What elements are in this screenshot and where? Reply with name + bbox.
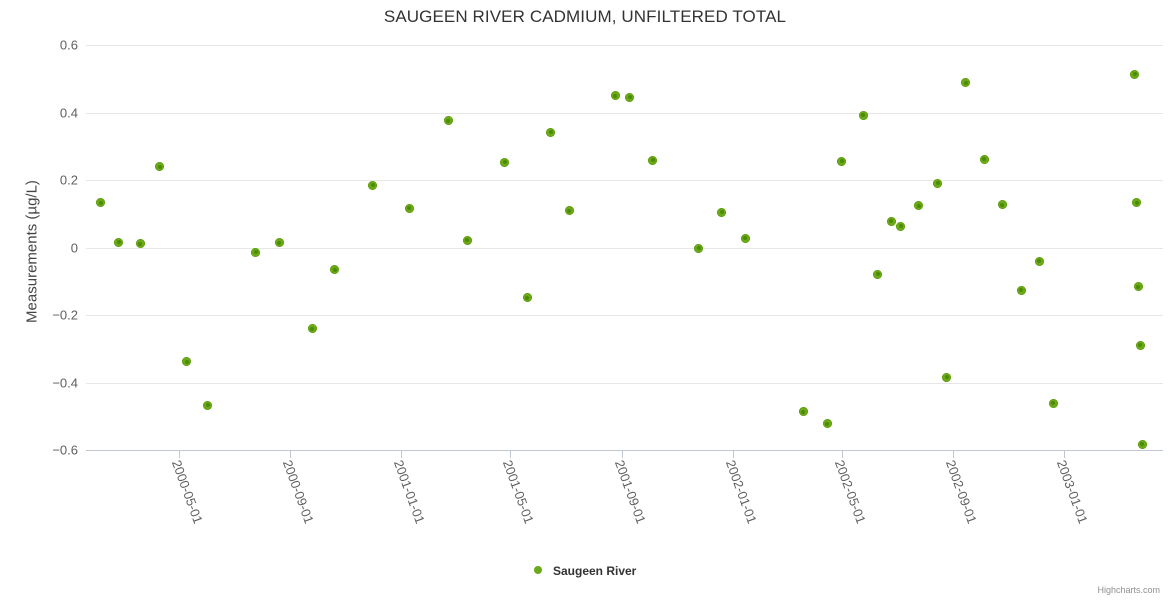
x-tick-label-text: 2002-01-01 — [722, 458, 760, 526]
data-point[interactable] — [822, 419, 832, 429]
y-gridline — [86, 45, 1163, 46]
y-tick-label: −0.2 — [52, 307, 78, 323]
x-tick-mark — [290, 451, 292, 458]
plot-area — [86, 45, 1163, 451]
data-point[interactable] — [114, 237, 124, 247]
x-tick-mark — [510, 451, 512, 458]
data-point[interactable] — [203, 400, 213, 410]
x-tick-mark — [1064, 451, 1066, 458]
x-tick-label-text: 2000-09-01 — [280, 458, 318, 526]
chart-legend: Saugeen River — [0, 563, 1170, 578]
data-point[interactable] — [1034, 256, 1044, 266]
data-point[interactable] — [1048, 398, 1058, 408]
y-tick-label: 0.6 — [59, 37, 78, 53]
data-point[interactable] — [182, 357, 192, 367]
data-point[interactable] — [1137, 439, 1147, 449]
y-tick-label: −0.6 — [52, 442, 78, 458]
data-point[interactable] — [368, 180, 378, 190]
x-tick-label-text: 2002-09-01 — [943, 458, 980, 526]
x-tick-mark — [401, 451, 403, 458]
y-gridline — [86, 112, 1163, 114]
data-point[interactable] — [307, 324, 317, 334]
x-tick-label-text: 2001-09-01 — [611, 458, 649, 526]
data-point[interactable] — [1016, 285, 1026, 295]
data-point[interactable] — [648, 155, 658, 165]
chart-title: SAUGEEN RIVER CADMIUM, UNFILTERED TOTAL — [383, 7, 787, 26]
x-tick-mark — [178, 451, 180, 458]
data-point[interactable] — [330, 265, 340, 275]
data-point[interactable] — [610, 91, 620, 101]
y-gridline — [86, 247, 1163, 249]
data-point[interactable] — [740, 233, 750, 243]
data-point[interactable] — [522, 293, 532, 303]
data-point[interactable] — [873, 269, 883, 279]
x-tick-mark — [621, 451, 623, 458]
data-point[interactable] — [914, 201, 924, 211]
x-tick-mark — [841, 451, 843, 458]
y-gridline — [86, 315, 1163, 316]
x-tick-label-text: 2000-05-01 — [168, 458, 206, 526]
data-point[interactable] — [500, 157, 510, 167]
data-point[interactable] — [564, 206, 574, 216]
data-point[interactable] — [625, 92, 635, 102]
y-gridline — [86, 180, 1163, 181]
data-point[interactable] — [251, 247, 261, 257]
data-point[interactable] — [837, 156, 847, 166]
x-tick-mark — [953, 451, 955, 458]
data-point[interactable] — [1132, 198, 1142, 208]
data-point[interactable] — [404, 203, 414, 213]
highcharts-credits[interactable]: Highcharts.com — [1097, 585, 1160, 595]
x-tick-label-text: 2001-01-01 — [390, 458, 428, 526]
x-tick-label-text: 2003-01-01 — [1053, 458, 1091, 526]
data-point[interactable] — [942, 372, 952, 382]
data-point[interactable] — [858, 110, 868, 120]
legend-marker-icon — [533, 566, 542, 575]
data-point[interactable] — [997, 200, 1007, 210]
data-point[interactable] — [274, 238, 284, 248]
data-point[interactable] — [798, 407, 808, 417]
x-tick-label-text: 2002-05-01 — [831, 458, 869, 526]
y-gridline — [86, 382, 1163, 384]
legend-item-label: Saugeen River — [552, 564, 637, 579]
data-point[interactable] — [1135, 340, 1145, 350]
data-point[interactable] — [1133, 282, 1143, 292]
y-tick-label: −0.4 — [52, 375, 78, 390]
y-tick-label: 0 — [70, 240, 78, 255]
y-axis: Measurements (µg/L) 0.6 0.4 0.2 0 −0.2 −0.4 −0… — [0, 0, 79, 600]
data-point[interactable] — [1130, 69, 1140, 79]
data-point[interactable] — [694, 243, 704, 253]
data-point[interactable] — [933, 178, 943, 188]
data-point[interactable] — [155, 162, 165, 172]
data-point[interactable] — [546, 127, 556, 137]
data-point[interactable] — [96, 198, 106, 208]
y-tick-label: 0.4 — [59, 105, 78, 120]
data-point[interactable] — [979, 154, 989, 164]
y-tick-label: 0.2 — [59, 172, 78, 188]
data-point[interactable] — [886, 216, 896, 226]
x-axis-line — [86, 450, 1163, 451]
data-point[interactable] — [462, 235, 472, 245]
x-tick-label-text: 2001-05-01 — [499, 458, 537, 526]
legend-item-saugeen-river[interactable]: Saugeen River — [533, 563, 637, 579]
data-point[interactable] — [135, 239, 145, 249]
x-tick-mark — [732, 451, 734, 458]
data-point[interactable] — [717, 207, 727, 217]
data-point[interactable] — [896, 221, 906, 231]
data-point[interactable] — [443, 116, 453, 126]
data-point[interactable] — [961, 78, 971, 88]
